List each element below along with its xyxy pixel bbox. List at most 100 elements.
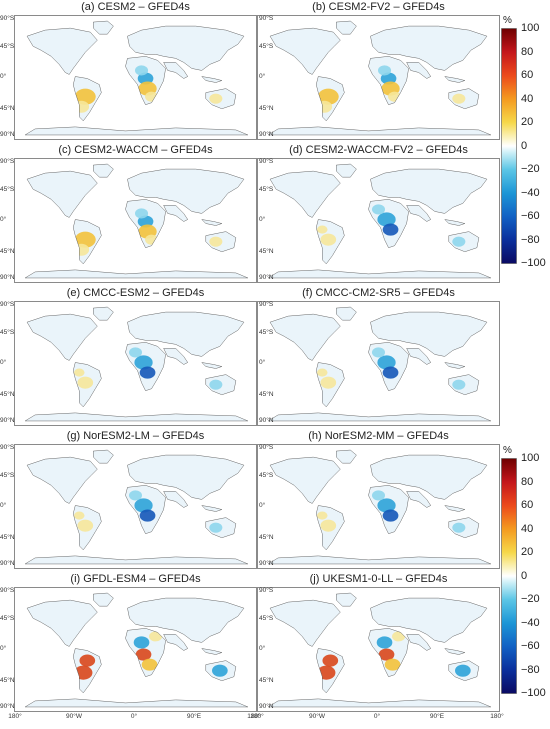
anomaly-patch — [74, 88, 96, 105]
latitude-label: 0° — [259, 359, 266, 366]
latitude-label: 45°S — [259, 329, 274, 336]
coastline — [26, 170, 98, 218]
coastline — [336, 20, 357, 35]
latitude-label: 45°N — [0, 534, 15, 541]
coastline — [93, 449, 114, 464]
map-panel — [14, 158, 257, 283]
anomaly-patch — [74, 368, 85, 377]
longitude-label: 90°E — [186, 713, 202, 720]
longitude-label: 180° — [250, 713, 264, 720]
coastline — [406, 348, 432, 365]
latitude-label: 90°N — [0, 274, 15, 281]
colorbar-bottom-unit: % — [503, 445, 512, 456]
anomaly-patch — [74, 511, 85, 520]
world-map — [267, 449, 492, 565]
colorbar-tick-label: 60 — [521, 499, 534, 511]
colorbar-top-unit: % — [503, 15, 512, 26]
anomaly-patch — [382, 366, 399, 379]
coastline — [406, 62, 432, 79]
world-map — [267, 306, 492, 422]
coastline — [24, 698, 249, 708]
longitude-label: 180° — [490, 713, 504, 720]
coastline — [336, 163, 357, 178]
colorbar-tick-label: 40 — [521, 522, 534, 535]
anomaly-patch — [320, 519, 337, 532]
anomaly-patch — [371, 204, 386, 215]
latitude-label: 45°N — [259, 677, 274, 684]
latitude-label: 45°S — [259, 472, 274, 479]
anomaly-patch — [192, 213, 203, 222]
anomaly-patch — [209, 379, 223, 390]
anomaly-patch — [377, 212, 396, 227]
coastline — [444, 76, 466, 83]
longitude-label: 90°W — [309, 713, 325, 720]
anomaly-patch — [371, 347, 386, 358]
coastline — [368, 628, 409, 677]
anomaly-patch — [317, 511, 328, 520]
anomaly-patch — [320, 233, 337, 246]
coastline — [444, 505, 466, 512]
panel-title: (e) CMCC-ESM2 – GFED4s — [66, 287, 205, 299]
coastline — [163, 348, 189, 365]
latitude-label: 90°S — [259, 158, 274, 165]
anomaly-patch — [376, 636, 393, 649]
latitude-label: 0° — [0, 216, 7, 223]
anomaly-patch — [133, 636, 150, 649]
coastline — [205, 374, 237, 395]
latitude-label: 45°N — [259, 105, 274, 112]
latitude-label: 90°N — [259, 703, 274, 710]
anomaly-patch — [190, 642, 201, 651]
latitude-label: 0° — [0, 73, 7, 80]
colorbar-tick-label: −60 — [521, 210, 540, 222]
anomaly-patch — [128, 490, 143, 501]
coastline — [336, 592, 357, 607]
anomaly-patch — [317, 225, 328, 234]
anomaly-patch — [135, 648, 152, 661]
coastline — [26, 599, 98, 647]
coastline — [93, 306, 114, 321]
coastline — [24, 269, 249, 279]
latitude-label: 90°S — [0, 15, 15, 22]
world-map — [24, 592, 249, 708]
anomaly-patch — [77, 376, 94, 389]
coastline — [125, 56, 166, 105]
coastline — [127, 311, 245, 357]
coastline — [26, 456, 98, 504]
coastline — [269, 170, 341, 218]
colorbar-tick-label: 100 — [521, 452, 540, 464]
latitude-label: 45°S — [0, 329, 15, 336]
map-panel — [14, 15, 257, 140]
anomaly-patch — [317, 665, 336, 680]
panel-title: (g) NorESM2-LM – GFED4s — [66, 430, 205, 442]
colorbar-tick-label: 0 — [521, 569, 528, 582]
latitude-label: 90°N — [259, 560, 274, 567]
colorbar-top — [501, 28, 517, 264]
coastline — [127, 168, 245, 214]
coastline — [267, 412, 492, 422]
latitude-label: 45°S — [0, 43, 15, 50]
world-map — [24, 163, 249, 279]
anomaly-patch — [322, 654, 339, 667]
colorbar-tick-label: 20 — [521, 546, 534, 558]
anomaly-patch — [209, 236, 223, 247]
coastline — [406, 205, 432, 222]
anomaly-patch — [455, 664, 471, 677]
coastline — [26, 27, 98, 75]
anomaly-patch — [209, 93, 223, 104]
colorbar-tick-label: −20 — [521, 163, 540, 175]
coastline — [448, 231, 480, 252]
coastline — [93, 592, 114, 607]
colorbar-tick-label: 60 — [521, 69, 534, 81]
anomaly-patch — [137, 215, 154, 228]
coastline — [370, 597, 488, 643]
anomaly-patch — [192, 70, 203, 79]
colorbar-tick-label: −20 — [521, 593, 540, 605]
longitude-label: 0° — [130, 713, 138, 720]
panel-title: (h) NorESM2-MM – GFED4s — [308, 430, 449, 442]
latitude-label: 45°S — [259, 186, 274, 193]
colorbar-bottom — [501, 458, 517, 694]
coastline — [269, 599, 341, 647]
latitude-label: 45°N — [0, 105, 15, 112]
map-panel — [14, 587, 257, 712]
coastline — [205, 88, 237, 109]
